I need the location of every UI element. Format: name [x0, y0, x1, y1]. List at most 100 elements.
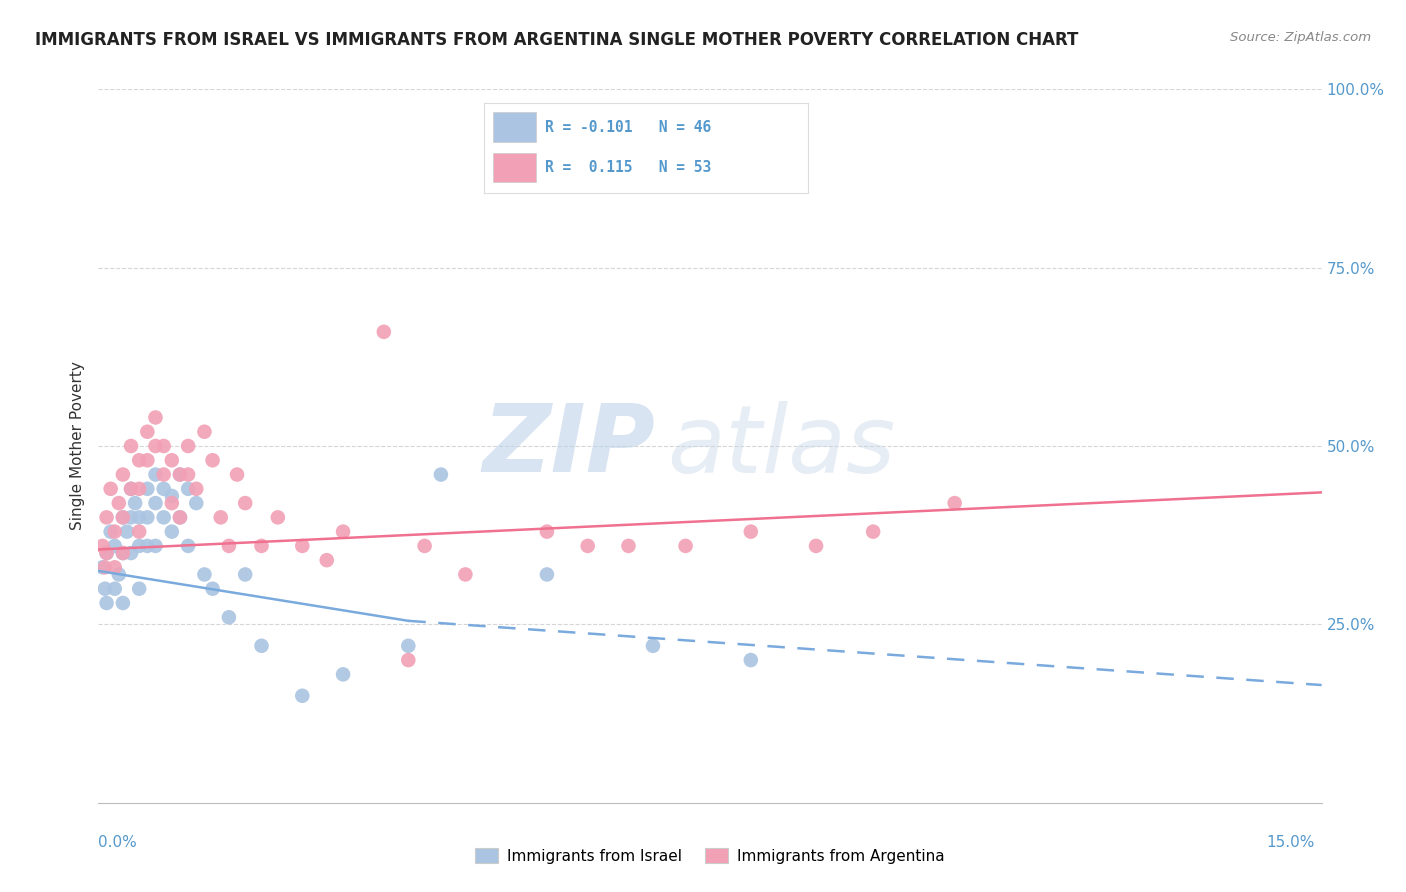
Point	[943, 496, 966, 510]
Point	[128, 582, 150, 596]
Point	[291, 689, 314, 703]
Point	[169, 510, 191, 524]
Point	[454, 567, 477, 582]
Point	[145, 539, 167, 553]
Point	[136, 539, 159, 553]
Point	[250, 639, 273, 653]
Point	[169, 510, 191, 524]
Point	[104, 539, 127, 553]
Point	[641, 639, 664, 653]
Point	[495, 168, 517, 182]
Point	[96, 510, 118, 524]
Point	[100, 524, 122, 539]
Point	[740, 653, 762, 667]
Point	[233, 496, 256, 510]
Point	[413, 539, 436, 553]
Point	[396, 639, 419, 653]
Point	[120, 510, 142, 524]
Point	[108, 496, 131, 510]
Point	[124, 496, 146, 510]
Point	[233, 567, 256, 582]
Point	[177, 539, 200, 553]
Point	[152, 482, 174, 496]
Point	[186, 482, 208, 496]
Point	[267, 510, 290, 524]
Point	[120, 482, 142, 496]
Point	[120, 439, 142, 453]
Point	[201, 582, 224, 596]
Point	[100, 482, 122, 496]
Point	[675, 539, 697, 553]
Point	[115, 524, 138, 539]
Point	[145, 496, 167, 510]
Point	[804, 539, 827, 553]
Point	[430, 467, 453, 482]
Point	[536, 524, 558, 539]
Point	[108, 567, 131, 582]
Point	[111, 546, 134, 560]
Point	[576, 539, 599, 553]
Point	[218, 539, 240, 553]
Point	[94, 582, 117, 596]
Point	[104, 560, 127, 574]
Point	[218, 610, 240, 624]
Point	[120, 482, 142, 496]
Point	[740, 524, 762, 539]
Point	[136, 510, 159, 524]
Point	[111, 596, 134, 610]
Point	[152, 510, 174, 524]
Point	[193, 425, 215, 439]
Point	[128, 482, 150, 496]
Point	[94, 560, 117, 574]
Point	[136, 482, 159, 496]
Point	[226, 467, 249, 482]
Point	[128, 510, 150, 524]
Point	[315, 553, 337, 567]
Point	[145, 410, 167, 425]
Point	[177, 439, 200, 453]
Point	[152, 439, 174, 453]
Point	[536, 567, 558, 582]
Point	[145, 467, 167, 482]
Point	[104, 524, 127, 539]
Point	[152, 467, 174, 482]
Point	[332, 667, 354, 681]
Point	[250, 539, 273, 553]
Point	[291, 539, 314, 553]
Point	[128, 539, 150, 553]
Point	[145, 439, 167, 453]
Point	[169, 467, 191, 482]
Point	[160, 453, 183, 467]
Point	[104, 582, 127, 596]
Point	[111, 510, 134, 524]
Text: IMMIGRANTS FROM ISRAEL VS IMMIGRANTS FROM ARGENTINA SINGLE MOTHER POVERTY CORREL: IMMIGRANTS FROM ISRAEL VS IMMIGRANTS FRO…	[35, 31, 1078, 49]
Point	[373, 325, 395, 339]
Y-axis label: Single Mother Poverty: Single Mother Poverty	[70, 361, 86, 531]
Point	[160, 496, 183, 510]
Point	[111, 546, 134, 560]
Point	[136, 425, 159, 439]
Point	[862, 524, 884, 539]
Text: 0.0%: 0.0%	[98, 836, 138, 850]
Point	[128, 524, 150, 539]
Point	[332, 524, 354, 539]
Point	[186, 496, 208, 510]
Point	[111, 510, 134, 524]
Point	[160, 524, 183, 539]
Point	[111, 467, 134, 482]
Point	[128, 453, 150, 467]
Point	[201, 453, 224, 467]
Legend: Immigrants from Israel, Immigrants from Argentina: Immigrants from Israel, Immigrants from …	[470, 842, 950, 870]
Point	[96, 596, 118, 610]
Point	[160, 489, 183, 503]
Point	[396, 653, 419, 667]
Point	[120, 546, 142, 560]
Point	[91, 560, 114, 574]
Point	[177, 467, 200, 482]
Text: Source: ZipAtlas.com: Source: ZipAtlas.com	[1230, 31, 1371, 45]
Point	[177, 482, 200, 496]
Text: ZIP: ZIP	[482, 400, 655, 492]
Text: atlas: atlas	[668, 401, 896, 491]
Point	[617, 539, 640, 553]
Point	[96, 546, 118, 560]
